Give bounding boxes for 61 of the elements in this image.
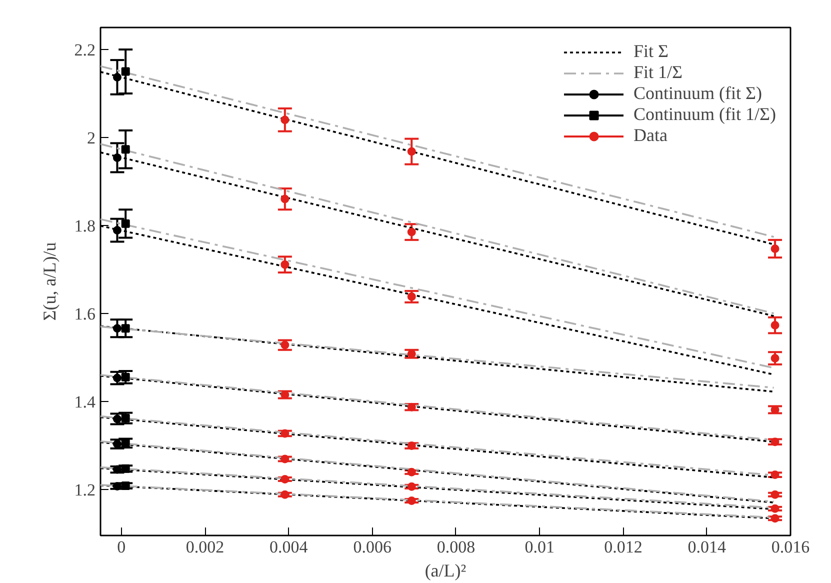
point [407, 468, 416, 476]
point [112, 226, 122, 235]
point [121, 219, 130, 228]
point [407, 228, 416, 236]
point [280, 116, 290, 124]
legend-label: Data [634, 125, 668, 146]
point [770, 514, 780, 523]
x-axis-title: (a/L)² [424, 560, 466, 580]
point [112, 465, 122, 474]
x-tick-label: 0.01 [524, 538, 554, 556]
legend-label: Continuum (fit Σ) [634, 83, 762, 104]
point [770, 321, 780, 330]
point [112, 440, 122, 448]
x-tick-label: 0.016 [771, 538, 810, 556]
y-tick-label: 2 [87, 128, 96, 148]
point [121, 438, 130, 448]
point [770, 244, 780, 253]
x-tick-label: 0.012 [604, 538, 642, 556]
point [121, 324, 130, 333]
y-tick-label: 1.4 [74, 392, 96, 412]
point [770, 504, 780, 513]
point [280, 429, 290, 438]
point [407, 292, 416, 301]
y-tick-label: 2.2 [74, 40, 96, 60]
point [280, 490, 290, 499]
point [112, 72, 122, 82]
y-tick-label: 1.8 [74, 216, 96, 236]
point [407, 482, 416, 491]
x-tick-label: 0.008 [436, 538, 476, 556]
point [121, 482, 130, 490]
point [407, 402, 416, 412]
x-tick-label: 0.002 [186, 538, 224, 556]
y-tick-label: 1.6 [74, 304, 96, 324]
x-tick-label: 0.014 [688, 538, 726, 556]
point [770, 438, 780, 446]
point [112, 324, 122, 333]
legend-label: Fit 1/Σ [634, 62, 683, 83]
point [280, 194, 290, 204]
legend-label: Fit Σ [634, 41, 669, 62]
point [407, 350, 416, 358]
point [112, 153, 122, 162]
point [121, 67, 130, 76]
x-tick-label: 0 [117, 538, 126, 556]
point [407, 442, 416, 450]
point [770, 490, 780, 499]
point [770, 470, 780, 480]
point [121, 464, 130, 473]
point [112, 482, 122, 490]
point [407, 147, 416, 156]
point [280, 454, 290, 464]
point [121, 145, 130, 154]
x-tick-label: 0.004 [270, 538, 308, 556]
x-tick-label: 0.006 [353, 538, 392, 556]
y-axis-title: Σ(u, a/L)/u [39, 242, 60, 321]
legend-label: Continuum (fit 1/Σ) [634, 104, 776, 125]
point [280, 474, 290, 484]
point [280, 340, 290, 350]
point [770, 354, 780, 362]
point [407, 496, 416, 505]
point [280, 260, 290, 269]
y-tick-label: 1.2 [74, 480, 96, 500]
